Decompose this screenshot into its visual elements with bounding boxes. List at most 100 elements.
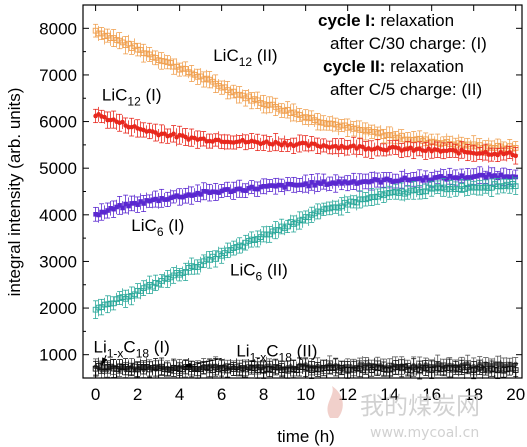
data-point	[329, 120, 336, 127]
data-point	[303, 181, 308, 186]
data-point	[386, 189, 393, 196]
data-point	[290, 366, 297, 372]
series-label: Li1-xC18 (II)	[236, 342, 317, 365]
watermark-main: 我的煤炭网	[360, 392, 480, 420]
data-point	[212, 364, 219, 371]
data-point	[470, 184, 477, 191]
data-point	[228, 189, 233, 195]
data-point	[234, 186, 239, 192]
data-point	[381, 177, 386, 183]
data-point	[149, 283, 156, 290]
data-point	[158, 58, 165, 64]
data-point	[257, 100, 264, 106]
data-point	[293, 367, 300, 373]
data-point	[362, 196, 369, 203]
data-point	[324, 182, 329, 187]
data-point	[380, 192, 387, 199]
data-point	[488, 184, 495, 191]
series-label: Li1-xC18 (I)	[94, 337, 170, 360]
data-point	[338, 203, 345, 210]
data-point	[153, 196, 158, 202]
data-point	[120, 205, 125, 211]
data-point	[338, 122, 345, 129]
data-point	[176, 66, 183, 73]
data-point	[485, 185, 492, 191]
series-label: LiC12 (II)	[213, 46, 277, 69]
data-point	[446, 365, 453, 371]
data-point	[377, 129, 384, 136]
data-point	[281, 225, 288, 232]
data-point	[434, 365, 441, 372]
data-point	[365, 195, 372, 202]
data-point	[105, 208, 110, 213]
data-point	[326, 120, 333, 127]
data-point	[212, 256, 219, 262]
data-point	[393, 178, 398, 184]
data-point	[170, 364, 177, 371]
x-tick-label: 12	[338, 385, 357, 404]
data-point	[356, 365, 363, 372]
data-point	[405, 177, 410, 183]
data-point	[333, 181, 338, 186]
data-point	[461, 186, 468, 192]
data-point	[245, 93, 252, 100]
data-point	[450, 175, 455, 181]
data-point	[251, 96, 258, 102]
data-point	[315, 180, 320, 185]
data-point	[117, 203, 122, 208]
data-point	[194, 366, 201, 373]
data-point	[456, 151, 461, 156]
data-point	[114, 204, 119, 210]
data-point	[345, 180, 350, 186]
data-point	[509, 365, 516, 372]
legend-text: cycle I: relaxation after C/30 charge: (I…	[318, 11, 487, 99]
data-point	[402, 175, 407, 181]
data-point	[489, 174, 494, 179]
data-point	[141, 201, 146, 206]
data-point	[239, 365, 246, 371]
data-point	[164, 59, 171, 66]
data-point	[485, 367, 492, 374]
data-point	[219, 188, 224, 194]
data-point	[479, 184, 486, 191]
data-point	[389, 365, 396, 372]
data-point	[282, 140, 287, 145]
data-point	[290, 109, 297, 116]
data-point	[101, 33, 108, 40]
data-point	[233, 91, 240, 98]
data-point	[492, 173, 497, 178]
data-point	[420, 178, 425, 183]
data-point	[213, 189, 218, 195]
data-point	[398, 132, 405, 139]
data-point	[189, 193, 194, 198]
data-point	[383, 190, 390, 197]
data-point	[176, 271, 183, 278]
y-tick-label: 2000	[39, 299, 77, 318]
data-point	[321, 179, 326, 184]
data-point	[275, 227, 282, 233]
data-point	[236, 91, 243, 98]
data-point	[113, 37, 120, 43]
data-point	[104, 301, 111, 308]
x-axis-title: time (h)	[277, 427, 335, 446]
data-point	[93, 212, 98, 217]
x-tick-label: 14	[380, 385, 399, 404]
data-point	[263, 231, 270, 238]
data-point	[300, 182, 305, 188]
data-point	[452, 365, 459, 371]
data-point	[500, 183, 507, 189]
data-point	[152, 364, 159, 371]
data-point	[224, 367, 231, 374]
data-point	[179, 270, 186, 276]
data-point	[453, 175, 458, 180]
data-point	[395, 364, 402, 370]
data-point	[200, 76, 207, 83]
x-tick-label: 10	[296, 385, 315, 404]
data-point	[116, 295, 123, 301]
data-point	[314, 208, 321, 215]
data-point	[359, 196, 366, 203]
y-tick-label: 4000	[39, 206, 77, 225]
data-point	[317, 119, 324, 126]
data-point	[278, 367, 285, 374]
data-point	[326, 205, 333, 212]
